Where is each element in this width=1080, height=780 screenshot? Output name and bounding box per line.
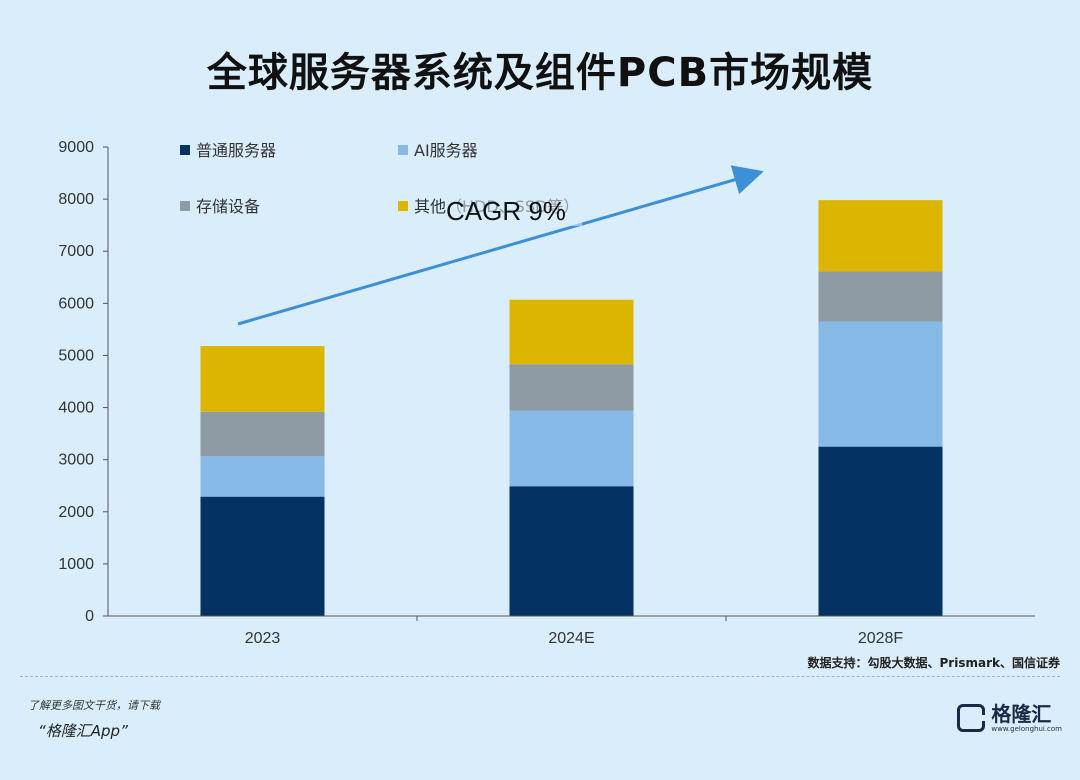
- bar-segment: [509, 486, 634, 616]
- bar-segment: [200, 346, 325, 412]
- x-tick-label: 2024E: [548, 630, 594, 647]
- cagr-label-backdrop: [446, 196, 582, 226]
- y-tick-label: 5000: [58, 347, 94, 364]
- bar-segment: [818, 321, 943, 447]
- legend-swatch: [180, 201, 190, 211]
- x-tick-label: 2023: [245, 630, 281, 647]
- bar-segment: [200, 456, 325, 497]
- y-tick-label: 0: [85, 608, 94, 625]
- chart-title: 全球服务器系统及组件PCB市场规模: [206, 50, 874, 96]
- legend-label: AI服务器: [414, 141, 478, 160]
- footer-divider: [20, 676, 1060, 677]
- legend-swatch: [398, 145, 408, 155]
- cagr-arrow: [237, 165, 764, 326]
- y-tick-label: 9000: [58, 139, 94, 156]
- y-tick-label: 2000: [58, 504, 94, 521]
- y-tick-label: 8000: [58, 191, 94, 208]
- legend-label: 普通服务器: [196, 141, 276, 160]
- bar-segment: [509, 364, 634, 411]
- brand-logo: 格隆汇 www.gelonghui.com: [957, 700, 1062, 736]
- cagr-label: CAGR 9%: [446, 196, 566, 226]
- source-note: 数据支持：勾股大数据、Prismark、国信证券: [807, 656, 1060, 670]
- brand-url: www.gelonghui.com: [991, 724, 1062, 733]
- download-prompt: 了解更多图文干货，请下载: [28, 699, 160, 712]
- bar-segment: [509, 299, 634, 365]
- legend-swatch: [180, 145, 190, 155]
- y-tick-label: 4000: [58, 400, 94, 417]
- bar-segment: [818, 446, 943, 616]
- x-tick-label: 2028F: [858, 630, 904, 647]
- y-tick-label: 7000: [58, 243, 94, 260]
- bar-segment: [818, 200, 943, 272]
- legend-label: 存储设备: [196, 197, 260, 216]
- bar-segment: [200, 496, 325, 616]
- y-tick-label: 6000: [58, 295, 94, 312]
- y-tick-label: 3000: [58, 452, 94, 469]
- brand-name: 格隆汇: [991, 701, 1052, 726]
- legend-swatch: [398, 201, 408, 211]
- stacked-bar-chart: 0 1000 2000 3000 4000 5000 6000 7000 8000 9000 202…: [58, 139, 1035, 647]
- bar-segment: [509, 410, 634, 487]
- bar-segment: [200, 411, 325, 457]
- bar-segment: [818, 271, 943, 322]
- brand-icon: [957, 704, 986, 732]
- app-name: “格隆汇App”: [38, 722, 128, 740]
- y-tick-label: 1000: [58, 556, 94, 573]
